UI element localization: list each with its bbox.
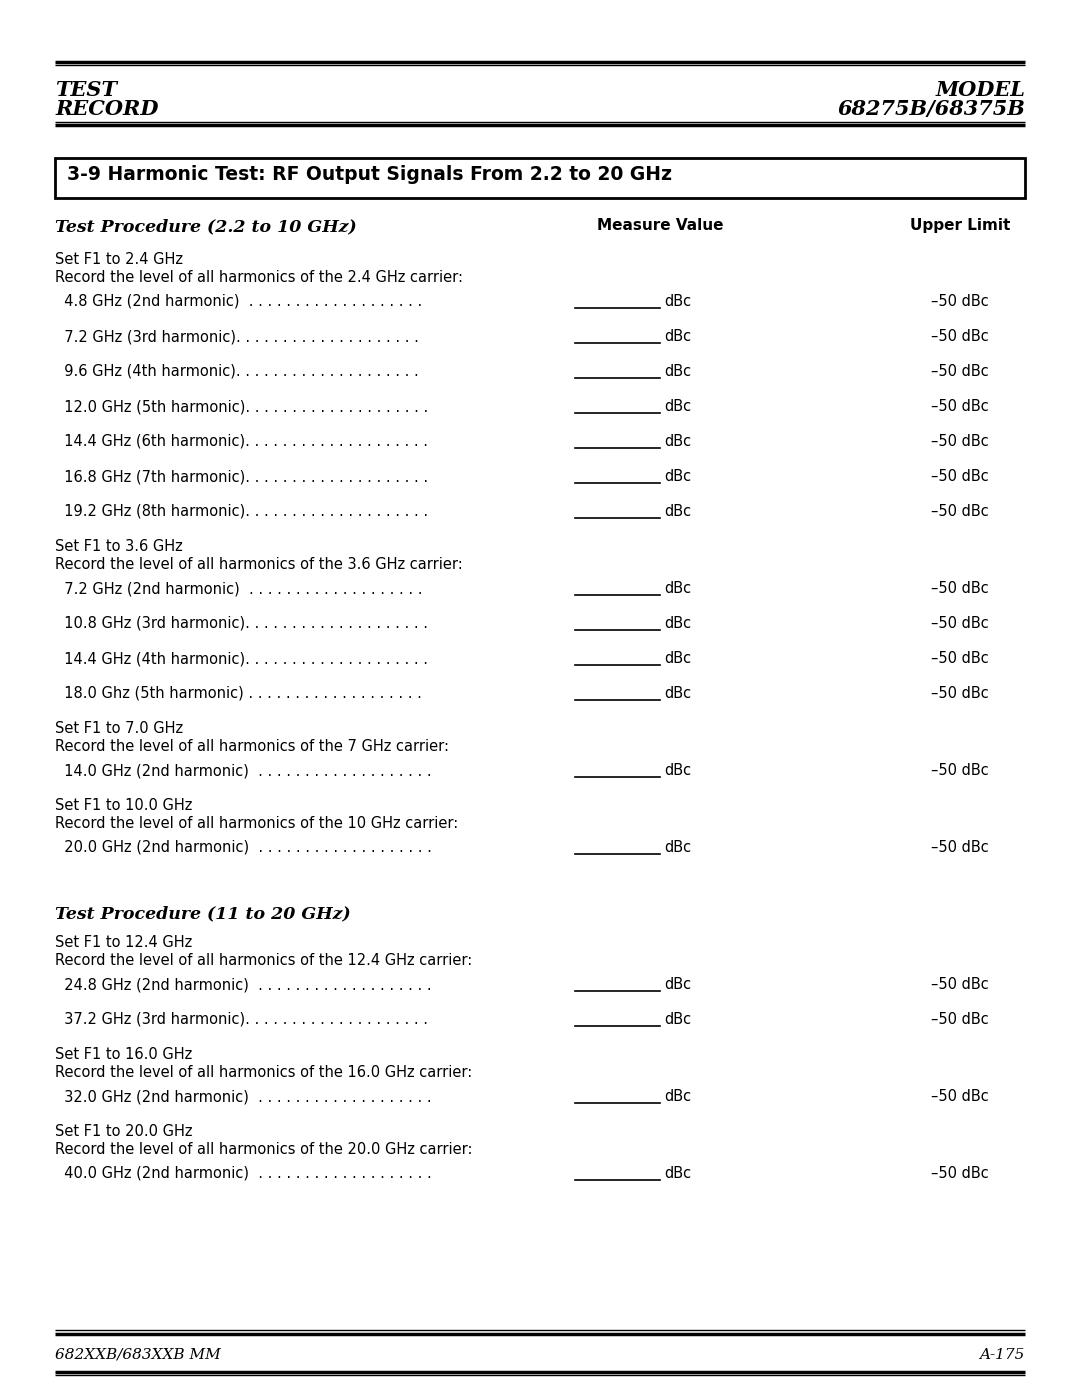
- Text: 32.0 GHz (2nd harmonic)  . . . . . . . . . . . . . . . . . . .: 32.0 GHz (2nd harmonic) . . . . . . . . …: [55, 1090, 432, 1104]
- Text: dBc: dBc: [664, 1011, 691, 1027]
- Text: Set F1 to 3.6 GHz: Set F1 to 3.6 GHz: [55, 539, 183, 555]
- Text: dBc: dBc: [664, 763, 691, 778]
- Text: Set F1 to 2.4 GHz: Set F1 to 2.4 GHz: [55, 251, 183, 267]
- Text: Set F1 to 20.0 GHz: Set F1 to 20.0 GHz: [55, 1125, 192, 1139]
- Text: 12.0 GHz (5th harmonic). . . . . . . . . . . . . . . . . . . .: 12.0 GHz (5th harmonic). . . . . . . . .…: [55, 400, 429, 414]
- Text: MODEL: MODEL: [935, 80, 1025, 101]
- Text: Set F1 to 7.0 GHz: Set F1 to 7.0 GHz: [55, 721, 184, 736]
- Text: –50 dBc: –50 dBc: [931, 686, 989, 701]
- Text: –50 dBc: –50 dBc: [931, 840, 989, 855]
- Text: Record the level of all harmonics of the 16.0 GHz carrier:: Record the level of all harmonics of the…: [55, 1065, 472, 1080]
- Text: dBc: dBc: [664, 504, 691, 520]
- Bar: [55, 158, 1025, 198]
- Text: 682XXB/683XXB MM: 682XXB/683XXB MM: [55, 1348, 220, 1362]
- Text: Record the level of all harmonics of the 12.4 GHz carrier:: Record the level of all harmonics of the…: [55, 953, 472, 968]
- Text: 14.4 GHz (6th harmonic). . . . . . . . . . . . . . . . . . . .: 14.4 GHz (6th harmonic). . . . . . . . .…: [55, 434, 428, 448]
- Text: 14.4 GHz (4th harmonic). . . . . . . . . . . . . . . . . . . .: 14.4 GHz (4th harmonic). . . . . . . . .…: [55, 651, 428, 666]
- Text: dBc: dBc: [664, 469, 691, 483]
- Text: dBc: dBc: [664, 616, 691, 631]
- Text: –50 dBc: –50 dBc: [931, 763, 989, 778]
- Text: TEST: TEST: [55, 80, 117, 101]
- Text: 7.2 GHz (2nd harmonic)  . . . . . . . . . . . . . . . . . . .: 7.2 GHz (2nd harmonic) . . . . . . . . .…: [55, 581, 422, 597]
- Text: –50 dBc: –50 dBc: [931, 1166, 989, 1180]
- Text: dBc: dBc: [664, 686, 691, 701]
- Text: –50 dBc: –50 dBc: [931, 504, 989, 520]
- Text: –50 dBc: –50 dBc: [931, 400, 989, 414]
- Text: Test Procedure (2.2 to 10 GHz): Test Procedure (2.2 to 10 GHz): [55, 218, 356, 235]
- Text: dBc: dBc: [664, 977, 691, 992]
- Text: –50 dBc: –50 dBc: [931, 365, 989, 379]
- Text: Test Procedure (11 to 20 GHz): Test Procedure (11 to 20 GHz): [55, 905, 351, 922]
- Text: –50 dBc: –50 dBc: [931, 434, 989, 448]
- Text: A-175: A-175: [980, 1348, 1025, 1362]
- Text: –50 dBc: –50 dBc: [931, 616, 989, 631]
- Text: Record the level of all harmonics of the 3.6 GHz carrier:: Record the level of all harmonics of the…: [55, 557, 462, 571]
- Text: Measure Value: Measure Value: [597, 218, 724, 233]
- Text: dBc: dBc: [664, 365, 691, 379]
- Text: 4.8 GHz (2nd harmonic)  . . . . . . . . . . . . . . . . . . .: 4.8 GHz (2nd harmonic) . . . . . . . . .…: [55, 293, 422, 309]
- Text: 20.0 GHz (2nd harmonic)  . . . . . . . . . . . . . . . . . . .: 20.0 GHz (2nd harmonic) . . . . . . . . …: [55, 840, 432, 855]
- Text: –50 dBc: –50 dBc: [931, 581, 989, 597]
- Text: dBc: dBc: [664, 400, 691, 414]
- Text: –50 dBc: –50 dBc: [931, 330, 989, 344]
- Text: dBc: dBc: [664, 581, 691, 597]
- Text: Set F1 to 16.0 GHz: Set F1 to 16.0 GHz: [55, 1046, 192, 1062]
- Text: –50 dBc: –50 dBc: [931, 651, 989, 666]
- Text: Record the level of all harmonics of the 10 GHz carrier:: Record the level of all harmonics of the…: [55, 816, 458, 831]
- Text: 19.2 GHz (8th harmonic). . . . . . . . . . . . . . . . . . . .: 19.2 GHz (8th harmonic). . . . . . . . .…: [55, 504, 428, 520]
- Text: Record the level of all harmonics of the 2.4 GHz carrier:: Record the level of all harmonics of the…: [55, 270, 463, 285]
- Text: Upper Limit: Upper Limit: [909, 218, 1010, 233]
- Text: –50 dBc: –50 dBc: [931, 977, 989, 992]
- Text: Record the level of all harmonics of the 7 GHz carrier:: Record the level of all harmonics of the…: [55, 739, 449, 754]
- Text: Set F1 to 10.0 GHz: Set F1 to 10.0 GHz: [55, 798, 192, 813]
- Text: –50 dBc: –50 dBc: [931, 469, 989, 483]
- Text: RECORD: RECORD: [55, 99, 159, 119]
- Text: 37.2 GHz (3rd harmonic). . . . . . . . . . . . . . . . . . . .: 37.2 GHz (3rd harmonic). . . . . . . . .…: [55, 1011, 428, 1027]
- Text: 24.8 GHz (2nd harmonic)  . . . . . . . . . . . . . . . . . . .: 24.8 GHz (2nd harmonic) . . . . . . . . …: [55, 977, 432, 992]
- Text: 68275B/68375B: 68275B/68375B: [837, 99, 1025, 119]
- Text: –50 dBc: –50 dBc: [931, 1011, 989, 1027]
- Text: 10.8 GHz (3rd harmonic). . . . . . . . . . . . . . . . . . . .: 10.8 GHz (3rd harmonic). . . . . . . . .…: [55, 616, 428, 631]
- Text: dBc: dBc: [664, 1090, 691, 1104]
- Text: 40.0 GHz (2nd harmonic)  . . . . . . . . . . . . . . . . . . .: 40.0 GHz (2nd harmonic) . . . . . . . . …: [55, 1166, 432, 1180]
- Text: 18.0 Ghz (5th harmonic) . . . . . . . . . . . . . . . . . . .: 18.0 Ghz (5th harmonic) . . . . . . . . …: [55, 686, 422, 701]
- Text: dBc: dBc: [664, 1166, 691, 1180]
- Text: –50 dBc: –50 dBc: [931, 293, 989, 309]
- Text: dBc: dBc: [664, 840, 691, 855]
- Text: dBc: dBc: [664, 434, 691, 448]
- Text: 16.8 GHz (7th harmonic). . . . . . . . . . . . . . . . . . . .: 16.8 GHz (7th harmonic). . . . . . . . .…: [55, 469, 428, 483]
- Text: 3-9 Harmonic Test: RF Output Signals From 2.2 to 20 GHz: 3-9 Harmonic Test: RF Output Signals Fro…: [67, 165, 672, 184]
- Text: 7.2 GHz (3rd harmonic). . . . . . . . . . . . . . . . . . . .: 7.2 GHz (3rd harmonic). . . . . . . . . …: [55, 330, 419, 344]
- Text: dBc: dBc: [664, 293, 691, 309]
- Text: Record the level of all harmonics of the 20.0 GHz carrier:: Record the level of all harmonics of the…: [55, 1141, 473, 1157]
- Text: dBc: dBc: [664, 330, 691, 344]
- Text: dBc: dBc: [664, 651, 691, 666]
- Text: Set F1 to 12.4 GHz: Set F1 to 12.4 GHz: [55, 935, 192, 950]
- Text: –50 dBc: –50 dBc: [931, 1090, 989, 1104]
- Text: 9.6 GHz (4th harmonic). . . . . . . . . . . . . . . . . . . .: 9.6 GHz (4th harmonic). . . . . . . . . …: [55, 365, 419, 379]
- Text: 14.0 GHz (2nd harmonic)  . . . . . . . . . . . . . . . . . . .: 14.0 GHz (2nd harmonic) . . . . . . . . …: [55, 763, 432, 778]
